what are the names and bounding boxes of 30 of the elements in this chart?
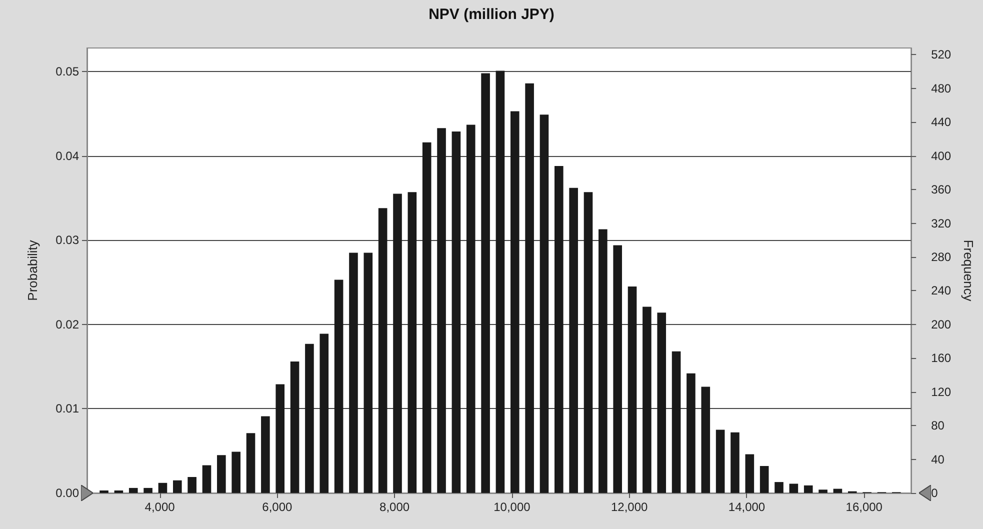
y-axis-title: Probability bbox=[25, 240, 40, 301]
x-tick-label: 14,000 bbox=[728, 500, 766, 514]
x-tick-label: 12,000 bbox=[610, 500, 648, 514]
y-tick-label: 0.04 bbox=[56, 148, 80, 163]
y2-tick-label: 0 bbox=[931, 486, 938, 500]
y-tick-label: 0.00 bbox=[56, 486, 80, 500]
y2-tick-label: 440 bbox=[931, 115, 952, 130]
y2-tick-label: 280 bbox=[931, 250, 952, 264]
y2-tick-label: 40 bbox=[931, 452, 945, 466]
x-tick-label: 16,000 bbox=[846, 500, 883, 514]
y-tick-label: 0.02 bbox=[56, 317, 80, 332]
y2-tick-label: 240 bbox=[931, 284, 952, 298]
y2-tick-label: 480 bbox=[931, 81, 952, 96]
y-tick-label: 0.01 bbox=[56, 402, 80, 416]
x-tick-label: 8,000 bbox=[380, 500, 410, 514]
y2-tick-label: 320 bbox=[931, 216, 952, 230]
x-tick-label: 10,000 bbox=[494, 500, 531, 514]
x-tick-label: 6,000 bbox=[262, 500, 293, 514]
y2-axis-title: Frequency bbox=[961, 240, 976, 302]
y2-tick-label: 360 bbox=[931, 182, 952, 197]
y2-tick-label: 160 bbox=[931, 351, 952, 366]
y2-tick-label: 200 bbox=[931, 317, 952, 332]
y2-tick-label: 400 bbox=[931, 148, 952, 163]
y2-tick-label: 520 bbox=[931, 48, 952, 62]
chart-title: NPV (million JPY) bbox=[428, 6, 554, 23]
x-tick-label: 4,000 bbox=[144, 500, 176, 514]
y-tick-label: 0.03 bbox=[56, 233, 80, 248]
y2-tick-label: 120 bbox=[931, 384, 952, 399]
y2-tick-label: 80 bbox=[931, 418, 945, 433]
y-tick-label: 0.05 bbox=[56, 64, 80, 79]
